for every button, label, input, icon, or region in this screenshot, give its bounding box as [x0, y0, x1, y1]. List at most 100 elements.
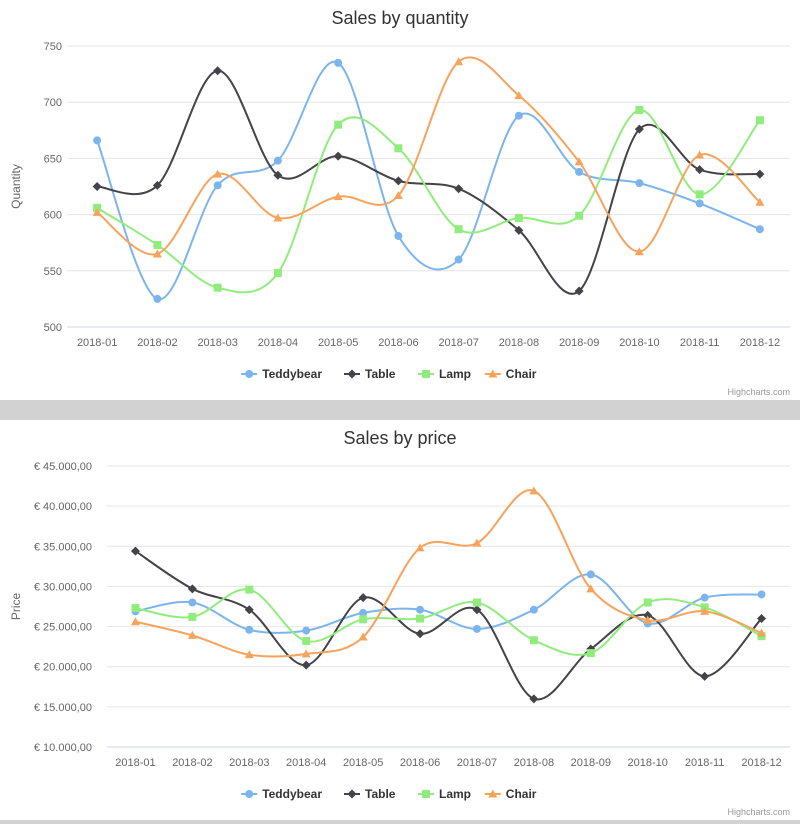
legend-item-teddybear[interactable]: Teddybear: [241, 787, 322, 801]
legend-item-chair[interactable]: Chair: [484, 787, 537, 801]
y-tick-label: € 35.000,00: [34, 541, 92, 553]
data-point: [575, 167, 584, 176]
y-tick-label: € 25.000,00: [34, 622, 92, 634]
legend-symbol-icon: [347, 369, 357, 379]
data-point: [152, 249, 162, 258]
data-point: [187, 630, 197, 639]
x-tick-label: 2018-12: [740, 337, 780, 349]
data-point: [188, 598, 197, 607]
y-tick-label: 500: [44, 322, 62, 334]
chart-quantity: Sales by quantity 500 550 600 650 700 750 Quant…: [0, 0, 800, 400]
data-point: [454, 57, 464, 66]
series-line: [96, 109, 761, 294]
data-point: [359, 608, 368, 617]
credits-link[interactable]: Highcharts.com: [727, 387, 790, 397]
data-point: [472, 598, 481, 607]
data-point: [394, 144, 403, 153]
data-point: [643, 610, 653, 620]
legend-label: Teddybear: [262, 367, 322, 381]
data-point: [586, 570, 595, 579]
data-point: [472, 538, 482, 547]
x-tick-label: 2018-05: [343, 757, 383, 769]
data-point: [244, 650, 254, 659]
x-tick-label: 2018-11: [685, 757, 725, 769]
x-tick-label: 2018-03: [229, 757, 269, 769]
legend-item-lamp[interactable]: Lamp: [418, 787, 471, 801]
legend-item-teddybear[interactable]: Teddybear: [241, 367, 322, 381]
x-tick-label: 2018-12: [741, 757, 781, 769]
data-point: [514, 213, 523, 222]
x-tick-label: 2018-03: [197, 337, 237, 349]
series-line: [134, 489, 763, 658]
legend-symbol-icon: [488, 369, 498, 378]
data-point: [529, 636, 538, 645]
y-axis-title: Price: [9, 593, 23, 621]
data-point: [757, 614, 767, 624]
data-point: [755, 169, 765, 179]
x-tick-label: 2018-10: [628, 757, 668, 769]
data-point: [634, 247, 644, 256]
data-point: [635, 106, 644, 115]
data-point: [415, 629, 425, 639]
data-point: [213, 169, 223, 178]
data-point: [358, 593, 368, 603]
data-point: [358, 632, 368, 641]
data-point: [333, 192, 343, 201]
data-point: [514, 225, 524, 235]
data-point: [334, 120, 343, 129]
legend-label: Teddybear: [262, 787, 322, 801]
x-tick-label: 2018-09: [571, 757, 611, 769]
data-point: [131, 604, 140, 613]
data-point: [643, 615, 653, 624]
data-point: [334, 58, 343, 67]
price-chart-svg: Sales by price € 10.000,00 € 15.000,00 € 20…: [9, 428, 790, 817]
data-point: [529, 486, 539, 495]
legend-symbol-icon: [245, 370, 254, 378]
data-point: [700, 606, 710, 615]
y-tick-label: € 15.000,00: [34, 702, 92, 714]
x-tick-label: 2018-01: [77, 337, 117, 349]
x-tick-label: 2018-04: [286, 757, 326, 769]
x-tick-label: 2018-08: [514, 757, 554, 769]
data-point: [695, 199, 704, 208]
data-point: [273, 269, 282, 278]
y-tick-label: € 40.000,00: [34, 501, 92, 513]
data-point: [514, 111, 523, 120]
data-point: [575, 211, 584, 220]
data-point: [472, 605, 482, 615]
data-point: [302, 626, 311, 635]
credits-link[interactable]: Highcharts.com: [727, 807, 790, 817]
data-point: [244, 605, 254, 615]
legend-symbol-icon: [245, 790, 254, 798]
data-point: [213, 283, 222, 292]
legend-label: Chair: [506, 787, 537, 801]
data-point: [472, 624, 481, 633]
data-point: [416, 605, 425, 614]
legend-item-chair[interactable]: Chair: [484, 367, 537, 381]
y-tick-label: € 20.000,00: [34, 662, 92, 674]
legend-item-table[interactable]: Table: [344, 367, 396, 381]
series-teddybear: [93, 58, 764, 303]
x-tick-label: 2018-04: [258, 337, 298, 349]
data-point: [393, 176, 403, 186]
legend-item-lamp[interactable]: Lamp: [418, 367, 471, 381]
data-point: [130, 617, 140, 626]
y-tick-label: 600: [44, 210, 62, 222]
legend-item-table[interactable]: Table: [344, 787, 396, 801]
data-point: [700, 671, 710, 681]
data-point: [302, 637, 311, 646]
x-tick-label: 2018-10: [619, 337, 659, 349]
data-point: [757, 590, 766, 599]
legend-label: Lamp: [439, 787, 471, 801]
data-point: [635, 179, 644, 188]
legend-label: Lamp: [439, 367, 471, 381]
chart-price: Sales by price € 10.000,00 € 15.000,00 € 20…: [0, 420, 800, 820]
x-tick-label: 2018-11: [680, 337, 720, 349]
data-point: [415, 543, 425, 552]
legend-label: Table: [365, 367, 396, 381]
data-point: [574, 157, 584, 166]
series-lamp: [93, 106, 764, 294]
data-point: [273, 170, 283, 180]
x-tick-label: 2018-08: [499, 337, 539, 349]
legend-label: Table: [365, 787, 396, 801]
